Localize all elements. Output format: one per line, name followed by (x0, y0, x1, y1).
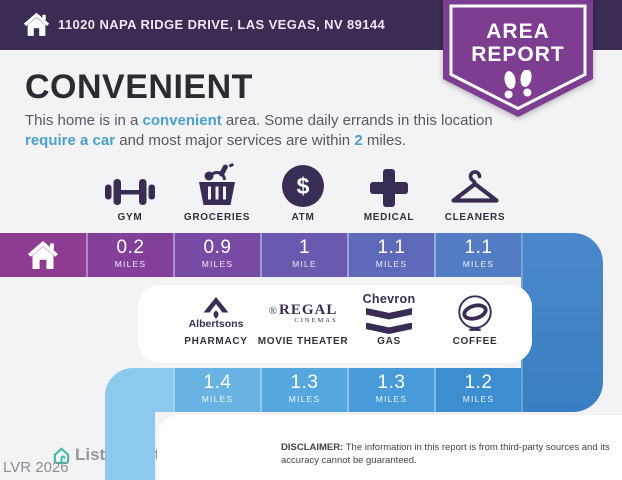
amenity-label: MOVIE THEATER (257, 336, 349, 347)
amenity-coffee: COFFEE (415, 292, 535, 347)
badge-title-line2: REPORT (471, 43, 565, 66)
highlight-convenient: convenient (142, 112, 222, 129)
dollar-icon: $ (282, 165, 324, 207)
watermark-text: LVR 2026 (3, 459, 69, 476)
amenity-label: ATM (291, 212, 315, 223)
amenity-label: GAS (377, 336, 401, 347)
registered-mark-icon: ® (268, 305, 277, 317)
disclaimer-text: DISCLAIMER: The information in this repo… (281, 442, 610, 466)
listreports-house-icon (52, 446, 71, 470)
amenity-movie-theater: ® REGAL CINEMAS MOVIE THEATER (243, 292, 363, 347)
distance-cell: 1.1 MILES (434, 233, 521, 277)
coffee-bean-logo-icon (415, 292, 535, 334)
distance-cell: 1.2 MILES (434, 368, 521, 412)
chevron-logo: Chevron (329, 292, 449, 334)
distance-cell: 0.2 MILES (86, 233, 173, 277)
distance-cell: 1.1 MILES (347, 233, 434, 277)
amenity-label: CLEANERS (444, 212, 506, 223)
highlight-require-car: require a car (25, 132, 116, 149)
amenity-label: GROCERIES (183, 212, 251, 223)
footprints-icon (500, 69, 536, 107)
amenity-label: PHARMACY (184, 336, 248, 347)
footer-panel (157, 415, 622, 480)
distance-cell: 0.9 MILES (173, 233, 260, 277)
amenity-medical: MEDICAL (343, 161, 435, 223)
chevron-shape-icon (366, 322, 412, 334)
dumbbell-icon (84, 161, 176, 207)
distance-band-1: 0.2 MILES 0.9 MILES 1 MILE 1.1 MILES 1.1 MILE… (0, 233, 521, 277)
chevron-shape-icon (366, 308, 412, 320)
cross-icon (370, 169, 408, 207)
intro-paragraph: This home is in a convenient area. Some … (25, 112, 493, 149)
property-address: 11020 NAPA RIDGE DRIVE, LAS VEGAS, NV 89… (58, 17, 386, 32)
distance-cell: 1.4 MILES (173, 368, 260, 412)
distance-cell: 1.3 MILES (260, 368, 347, 412)
amenity-label: MEDICAL (363, 212, 415, 223)
albertsons-logo-icon: Albertsons (156, 292, 276, 334)
route-connector-right (521, 233, 603, 412)
hanger-icon (429, 161, 521, 207)
amenity-gym: GYM (84, 161, 176, 223)
band-lead-segment (105, 368, 173, 412)
amenity-label: GYM (117, 212, 143, 223)
home-icon (23, 11, 50, 43)
badge-title-line1: AREA (486, 20, 550, 43)
amenity-cleaners: CLEANERS (429, 161, 521, 223)
distance-cell: 1.3 MILES (347, 368, 434, 412)
home-icon (28, 241, 58, 269)
brands-panel: Albertsons PHARMACY ® REGAL CINEMAS MOVI… (138, 285, 532, 363)
amenity-pharmacy: Albertsons PHARMACY (156, 292, 276, 347)
distance-cell: 1 MILE (260, 233, 347, 277)
amenity-gas: Chevron GAS (329, 292, 449, 347)
amenity-atm: $ ATM (257, 161, 349, 223)
area-report-badge: AREA REPORT (443, 0, 593, 120)
albertsons-wordmark: Albertsons (188, 317, 244, 330)
amenity-label: COFFEE (452, 336, 498, 347)
page-title: CONVENIENT (25, 68, 253, 106)
regal-cinemas-logo: ® REGAL CINEMAS (268, 302, 338, 324)
amenity-groceries: GROCERIES (171, 161, 263, 223)
badge-ribbon (443, 0, 593, 117)
highlight-miles: 2 (354, 132, 363, 149)
basket-icon (171, 161, 263, 207)
distance-band-2: 1.4 MILES 1.3 MILES 1.3 MILES 1.2 MILES (105, 368, 521, 412)
home-marker-cell (0, 233, 86, 277)
